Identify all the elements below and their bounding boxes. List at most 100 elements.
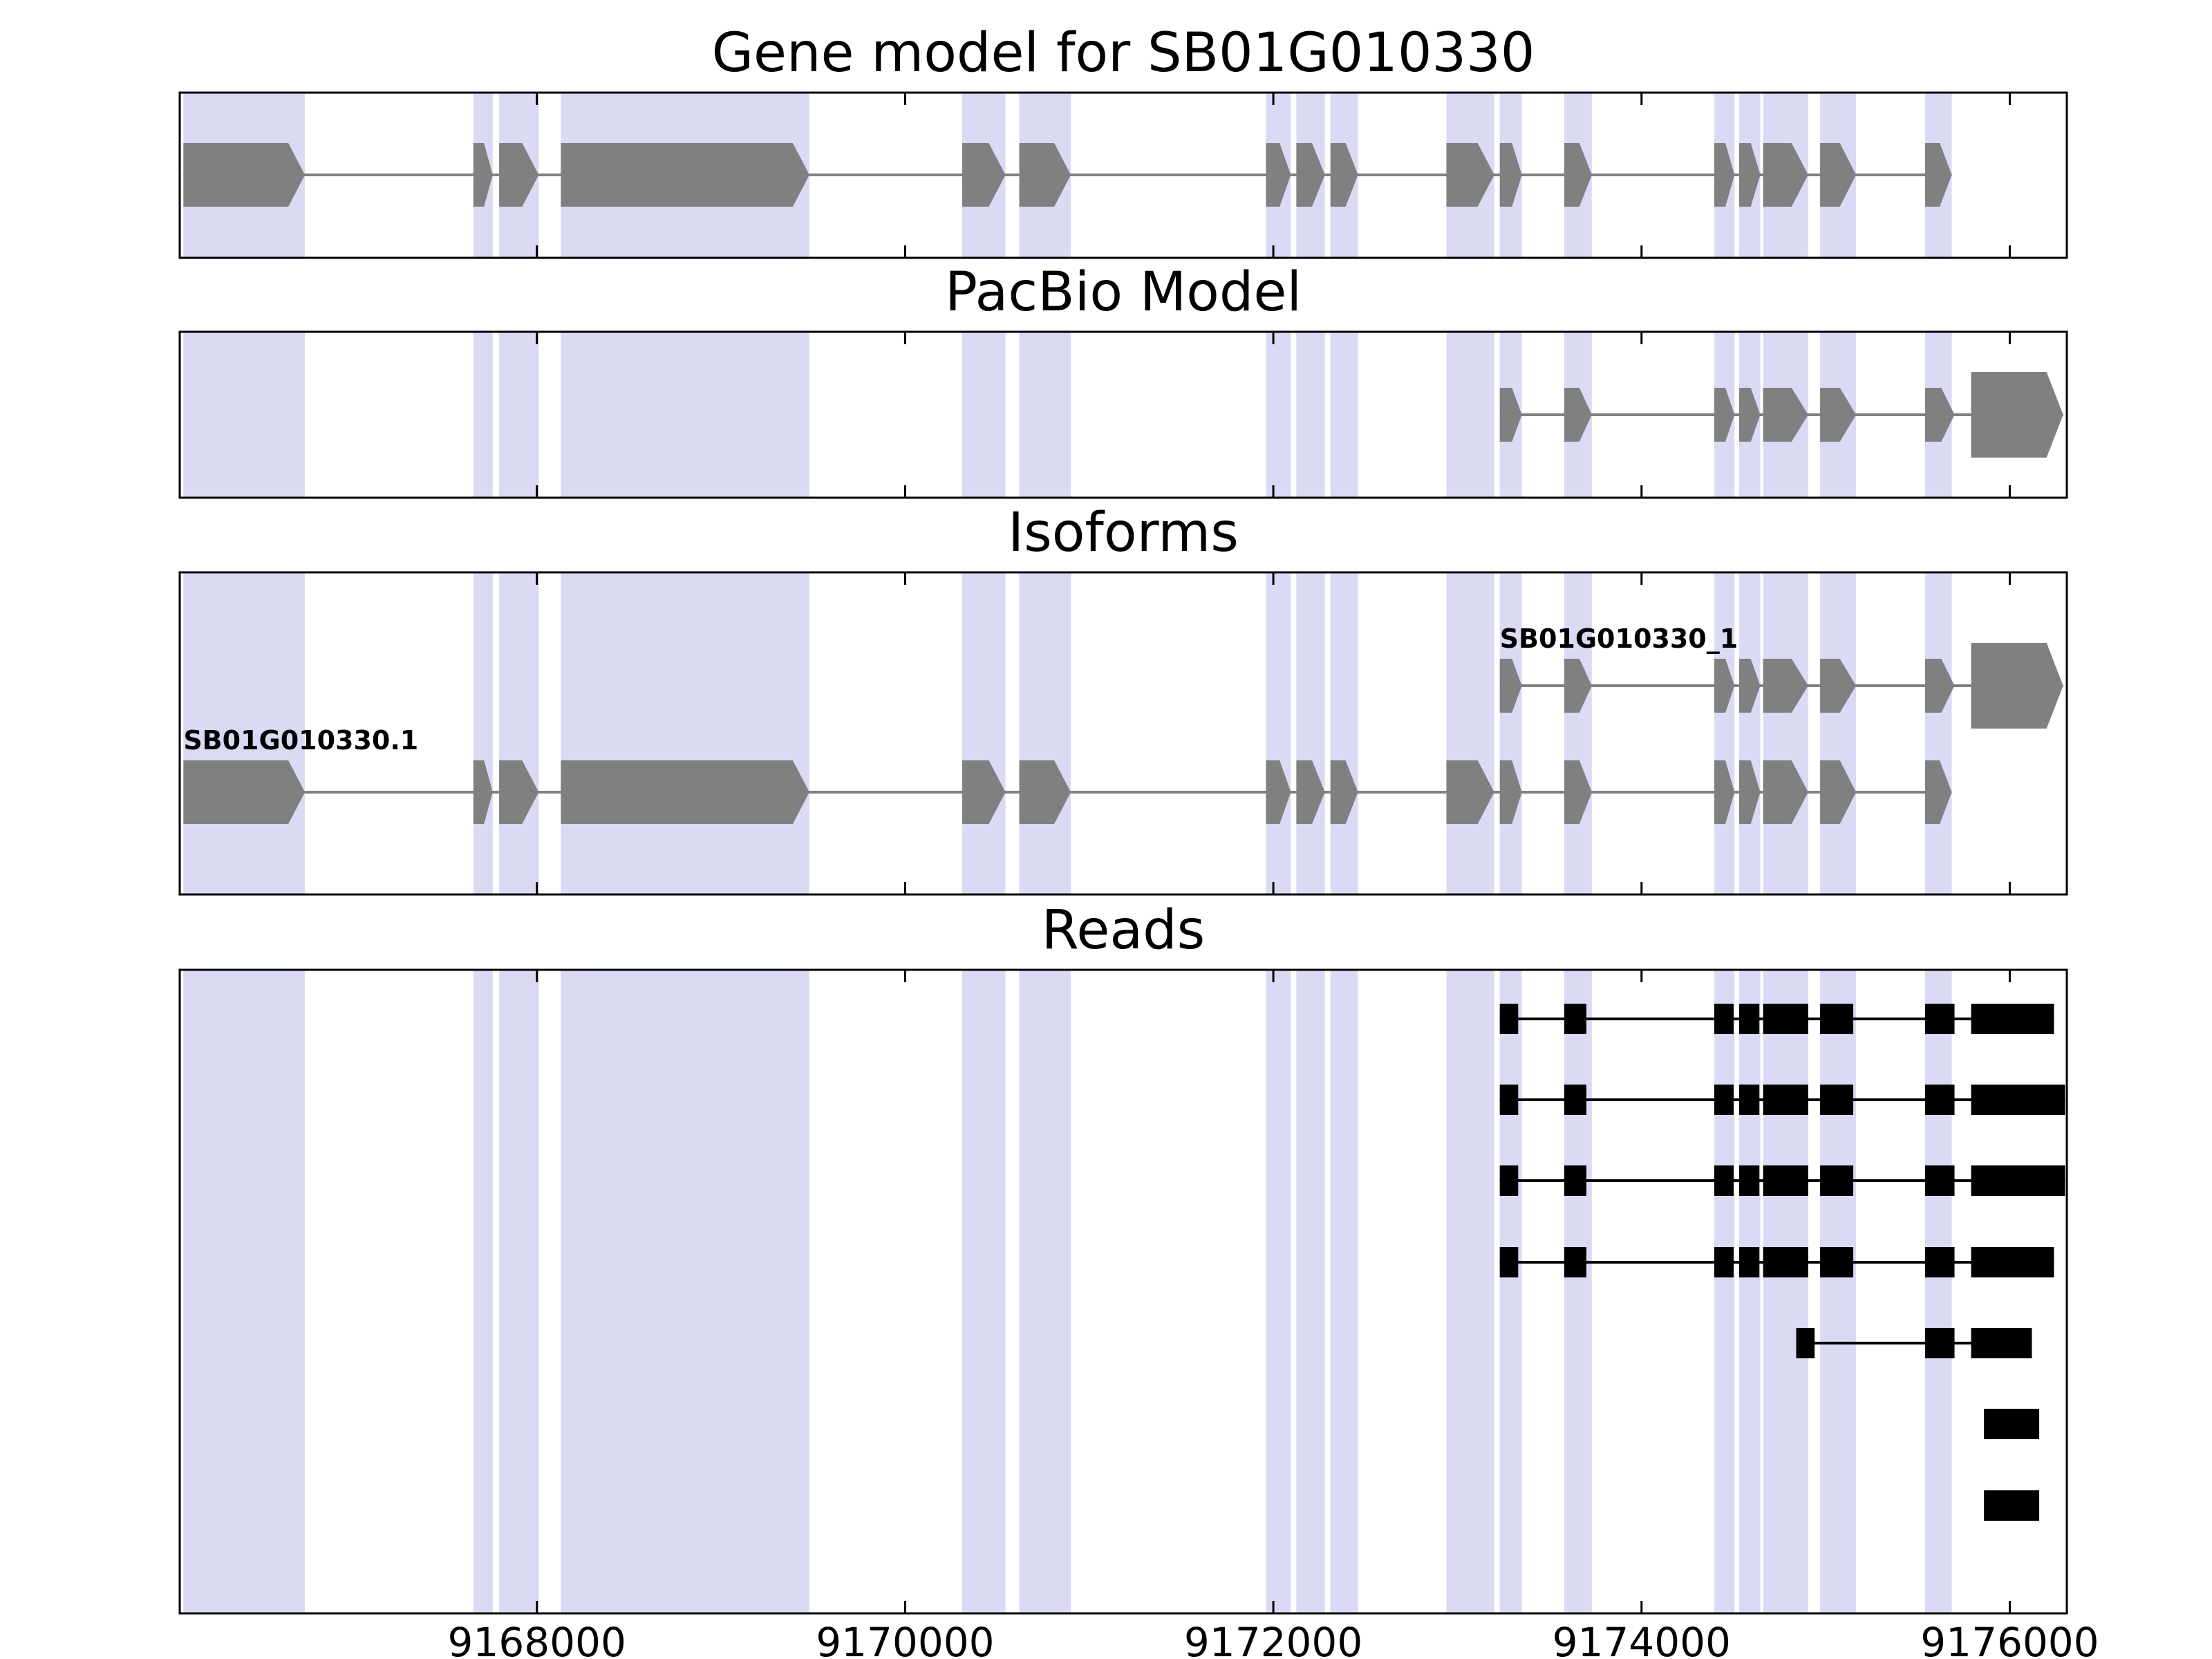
highlight-band	[1714, 970, 1735, 1613]
read-block	[1796, 1328, 1815, 1358]
exon-shape	[1763, 659, 1808, 713]
exon-shape	[1266, 143, 1291, 207]
exon-shape	[1738, 659, 1761, 713]
highlight-band	[962, 332, 1006, 498]
isoform-label: SB01G010330_1	[1500, 624, 1738, 654]
exon-shape	[1714, 659, 1735, 713]
highlight-band	[1019, 572, 1071, 894]
read-block	[1738, 1085, 1760, 1115]
read-block	[1924, 1004, 1955, 1034]
read-block	[1924, 1085, 1955, 1115]
highlight-band	[1019, 970, 1071, 1613]
read-block	[1971, 1165, 2065, 1196]
exon-shape	[1446, 760, 1494, 824]
read-block	[1714, 1085, 1734, 1115]
x-tick-label: 9176000	[1920, 1619, 2099, 1659]
exon-shape	[1296, 760, 1325, 824]
highlight-band	[1820, 970, 1857, 1613]
exon-shape	[1714, 388, 1735, 442]
highlight-band	[561, 970, 809, 1613]
highlight-band	[473, 970, 493, 1613]
highlight-band	[962, 572, 1006, 894]
read-block	[1499, 1247, 1519, 1277]
exon-shape	[1564, 760, 1592, 824]
highlight-band	[499, 970, 539, 1613]
read-block	[1738, 1165, 1760, 1196]
read-block	[1971, 1085, 2065, 1115]
read-block	[1984, 1409, 2040, 1439]
highlight-band	[1499, 572, 1522, 894]
exon-shape	[1564, 388, 1592, 442]
highlight-band	[1763, 572, 1808, 894]
panel-title-gene-model: Gene model for SB01G010330	[711, 22, 1535, 84]
read-block	[1499, 1004, 1519, 1034]
panel-title-isoforms: Isoforms	[1008, 502, 1239, 564]
highlight-band	[1924, 970, 1952, 1613]
highlight-band	[1564, 572, 1592, 894]
read-block	[1564, 1165, 1586, 1196]
exon-shape	[1266, 760, 1291, 824]
highlight-band	[499, 332, 539, 498]
exon-shape	[1330, 143, 1358, 207]
read-block	[1820, 1004, 1854, 1034]
read-block	[1984, 1490, 2040, 1521]
read-block	[1924, 1247, 1955, 1277]
exon-shape	[561, 143, 809, 207]
highlight-band	[1564, 970, 1592, 1613]
panel-frame	[178, 330, 2068, 499]
highlight-band	[561, 572, 809, 894]
exon-shape	[1924, 388, 1955, 442]
exon-shape	[962, 760, 1006, 824]
exon-shape	[1564, 659, 1592, 713]
read-block	[1971, 1328, 2032, 1358]
highlight-band	[1330, 332, 1358, 498]
exon-shape	[1820, 659, 1857, 713]
read-block	[1714, 1004, 1734, 1034]
exon-shape	[962, 143, 1006, 207]
exon-shape	[1714, 760, 1735, 824]
highlight-band	[183, 970, 306, 1613]
exon-shape	[1924, 659, 1955, 713]
exon-shape	[473, 760, 493, 824]
read-block	[1714, 1165, 1734, 1196]
highlight-band	[962, 970, 1006, 1613]
exon-shape	[1446, 143, 1494, 207]
highlight-band	[1446, 572, 1494, 894]
highlight-band	[183, 332, 306, 498]
exon-shape	[1738, 388, 1761, 442]
exon-shape	[1499, 659, 1522, 713]
x-tick-label: 9174000	[1553, 1619, 1731, 1659]
exon-shape	[1738, 143, 1761, 207]
exon-shape	[1820, 143, 1857, 207]
read-block	[1971, 1004, 2054, 1034]
exon-shape	[1971, 643, 2063, 729]
highlight-band	[1446, 332, 1494, 498]
panel-frame	[178, 91, 2068, 259]
highlight-band	[1266, 332, 1291, 498]
read-block	[1763, 1165, 1808, 1196]
highlight-band	[183, 572, 306, 894]
read-block	[1714, 1247, 1734, 1277]
highlight-band	[1296, 332, 1325, 498]
exon-shape	[1763, 143, 1808, 207]
read-block	[1499, 1165, 1519, 1196]
highlight-band	[1296, 572, 1325, 894]
exon-shape	[1019, 760, 1071, 824]
exon-shape	[1499, 760, 1522, 824]
exon-shape	[1924, 143, 1952, 207]
highlight-band	[1738, 970, 1761, 1613]
read-block	[1738, 1247, 1760, 1277]
highlight-band	[1446, 970, 1494, 1613]
exon-shape	[1499, 143, 1522, 207]
read-block	[1971, 1247, 2054, 1277]
panel-title-pacbio-model: PacBio Model	[944, 261, 1302, 324]
highlight-band	[473, 572, 493, 894]
exon-shape	[1763, 760, 1808, 824]
highlight-band	[1820, 572, 1857, 894]
panel-frame	[178, 571, 2068, 896]
read-block	[1564, 1004, 1586, 1034]
exon-shape	[473, 143, 493, 207]
read-block	[1820, 1085, 1854, 1115]
exon-shape	[561, 760, 809, 824]
